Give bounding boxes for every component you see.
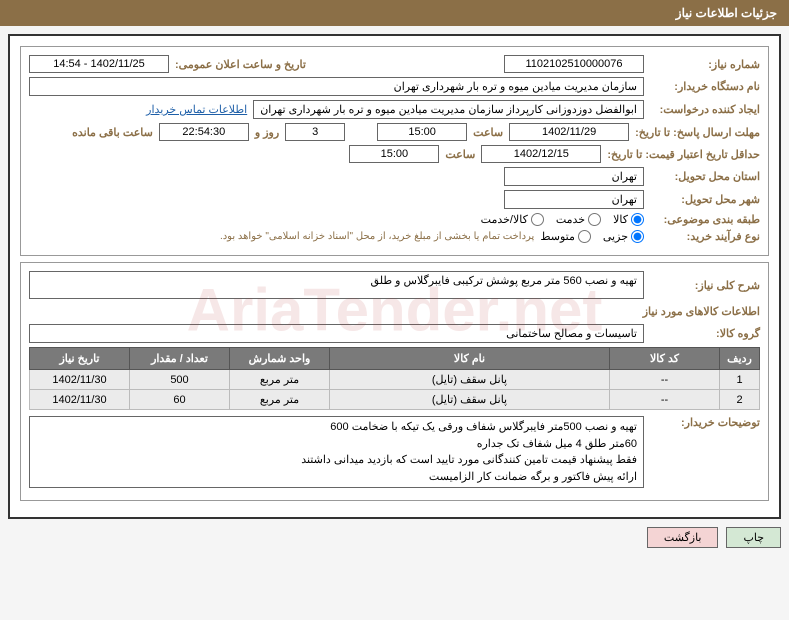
- th-unit: واحد شمارش: [230, 348, 330, 370]
- requester-label: ایجاد کننده درخواست:: [650, 103, 760, 116]
- table-cell-name: پانل سقف (تایل): [330, 370, 610, 390]
- days-value: 3: [285, 123, 345, 141]
- buyer-note-line: ارائه پیش فاکتور و برگه ضمانت کار الزامی…: [36, 469, 637, 486]
- general-desc-label: شرح کلی نیاز:: [650, 279, 760, 292]
- category-goods-option[interactable]: کالا: [613, 213, 644, 226]
- general-desc-value: تهیه و نصب 560 متر مربع پوشش ترکیبی فایب…: [29, 271, 644, 299]
- row-city: شهر محل تحویل: تهران: [29, 190, 760, 209]
- buyer-org-value: سازمان مدیریت میادین میوه و تره بار شهرد…: [29, 77, 644, 96]
- reply-deadline-label: مهلت ارسال پاسخ: تا تاریخ:: [635, 126, 760, 139]
- buyer-notes-box: تهیه و نصب 500متر فایبرگلاس شفاف ورقی یک…: [29, 416, 644, 488]
- row-need-number: شماره نیاز: 1102102510000076 تاریخ و ساع…: [29, 55, 760, 73]
- main-panel: شماره نیاز: 1102102510000076 تاریخ و ساع…: [8, 34, 781, 519]
- row-price-validity: حداقل تاریخ اعتبار قیمت: تا تاریخ: 1402/…: [29, 145, 760, 163]
- row-purchase-type: نوع فرآیند خرید: جزیی متوسط پرداخت تمام …: [29, 230, 760, 243]
- purchase-note: پرداخت تمام یا بخشی از مبلغ خرید، از محل…: [220, 231, 534, 242]
- page-header: جزئیات اطلاعات نیاز: [0, 0, 789, 26]
- category-goods-radio[interactable]: [631, 213, 644, 226]
- province-value: تهران: [504, 167, 644, 186]
- table-cell-date: 1402/11/30: [30, 370, 130, 390]
- table-cell-row: 1: [720, 370, 760, 390]
- reply-date-value: 1402/11/29: [509, 123, 629, 141]
- row-general-desc: شرح کلی نیاز: تهیه و نصب 560 متر مربع پو…: [29, 271, 760, 299]
- th-name: نام کالا: [330, 348, 610, 370]
- purchase-radio-group: جزیی متوسط: [540, 230, 644, 243]
- table-cell-unit: متر مربع: [230, 390, 330, 410]
- row-requester: ایجاد کننده درخواست: ابوالفضل دوزدوزانی …: [29, 100, 760, 119]
- city-label: شهر محل تحویل:: [650, 193, 760, 206]
- buyer-note-line: 60متر طلق 4 میل شفاف تک جداره: [36, 436, 637, 453]
- table-cell-qty: 500: [130, 370, 230, 390]
- category-both-option[interactable]: کالا/خدمت: [481, 213, 544, 226]
- row-province: استان محل تحویل: تهران: [29, 167, 760, 186]
- th-row: ردیف: [720, 348, 760, 370]
- row-buyer-org: نام دستگاه خریدار: سازمان مدیریت میادین …: [29, 77, 760, 96]
- goods-info-label: اطلاعات کالاهای مورد نیاز: [29, 305, 760, 318]
- table-header-row: ردیف کد کالا نام کالا واحد شمارش تعداد /…: [30, 348, 760, 370]
- row-reply-deadline: مهلت ارسال پاسخ: تا تاریخ: 1402/11/29 سا…: [29, 123, 760, 141]
- days-label: روز و: [255, 126, 279, 139]
- back-button[interactable]: بازگشت: [647, 527, 719, 548]
- need-number-label: شماره نیاز:: [650, 58, 760, 71]
- buyer-note-line: تهیه و نصب 500متر فایبرگلاس شفاف ورقی یک…: [36, 419, 637, 436]
- table-row: 2--پانل سقف (تایل)متر مربع601402/11/30: [30, 390, 760, 410]
- purchase-medium-option[interactable]: متوسط: [540, 230, 591, 243]
- goods-table: ردیف کد کالا نام کالا واحد شمارش تعداد /…: [29, 347, 760, 410]
- category-both-radio[interactable]: [531, 213, 544, 226]
- time-label-2: ساعت: [445, 148, 475, 161]
- purchase-partial-option[interactable]: جزیی: [603, 230, 644, 243]
- row-goods-group: گروه کالا: تاسیسات و مصالح ساختمانی: [29, 324, 760, 343]
- remaining-value: 22:54:30: [159, 123, 249, 141]
- buyer-contact-link[interactable]: اطلاعات تماس خریدار: [146, 103, 247, 116]
- row-buyer-notes: توضیحات خریدار: تهیه و نصب 500متر فایبرگ…: [29, 416, 760, 488]
- price-time-value: 15:00: [349, 145, 439, 163]
- purchase-medium-radio[interactable]: [578, 230, 591, 243]
- description-fieldset: شرح کلی نیاز: تهیه و نصب 560 متر مربع پو…: [20, 262, 769, 501]
- price-date-value: 1402/12/15: [481, 145, 601, 163]
- goods-group-label: گروه کالا:: [650, 327, 760, 340]
- purchase-type-label: نوع فرآیند خرید:: [650, 230, 760, 243]
- announce-date-label: تاریخ و ساعت اعلان عمومی:: [175, 58, 306, 71]
- category-service-radio[interactable]: [588, 213, 601, 226]
- category-radio-group: کالا خدمت کالا/خدمت: [481, 213, 644, 226]
- reply-time-value: 15:00: [377, 123, 467, 141]
- purchase-partial-radio[interactable]: [631, 230, 644, 243]
- row-category: طبقه بندی موضوعی: کالا خدمت کالا/خدمت: [29, 213, 760, 226]
- announce-date-value: 1402/11/25 - 14:54: [29, 55, 169, 73]
- buyer-note-line: فقط پیشنهاد قیمت تامین کنندگانی مورد تای…: [36, 452, 637, 469]
- need-number-value: 1102102510000076: [504, 55, 644, 73]
- print-button[interactable]: چاپ: [726, 527, 781, 548]
- province-label: استان محل تحویل:: [650, 170, 760, 183]
- city-value: تهران: [504, 190, 644, 209]
- button-row: چاپ بازگشت: [8, 527, 781, 548]
- time-label-1: ساعت: [473, 126, 503, 139]
- th-qty: تعداد / مقدار: [130, 348, 230, 370]
- table-row: 1--پانل سقف (تایل)متر مربع5001402/11/30: [30, 370, 760, 390]
- th-date: تاریخ نیاز: [30, 348, 130, 370]
- remaining-label: ساعت باقی مانده: [72, 126, 153, 139]
- table-cell-row: 2: [720, 390, 760, 410]
- details-fieldset: شماره نیاز: 1102102510000076 تاریخ و ساع…: [20, 46, 769, 256]
- table-cell-unit: متر مربع: [230, 370, 330, 390]
- goods-group-value: تاسیسات و مصالح ساختمانی: [29, 324, 644, 343]
- table-cell-qty: 60: [130, 390, 230, 410]
- category-service-option[interactable]: خدمت: [556, 213, 601, 226]
- page-title: جزئیات اطلاعات نیاز: [676, 6, 777, 20]
- table-cell-name: پانل سقف (تایل): [330, 390, 610, 410]
- category-label: طبقه بندی موضوعی:: [650, 213, 760, 226]
- requester-value: ابوالفضل دوزدوزانی کارپرداز سازمان مدیری…: [253, 100, 644, 119]
- th-code: کد کالا: [610, 348, 720, 370]
- buyer-org-label: نام دستگاه خریدار:: [650, 80, 760, 93]
- buyer-notes-label: توضیحات خریدار:: [650, 416, 760, 429]
- table-cell-date: 1402/11/30: [30, 390, 130, 410]
- table-cell-code: --: [610, 390, 720, 410]
- price-validity-label: حداقل تاریخ اعتبار قیمت: تا تاریخ:: [607, 148, 760, 161]
- table-cell-code: --: [610, 370, 720, 390]
